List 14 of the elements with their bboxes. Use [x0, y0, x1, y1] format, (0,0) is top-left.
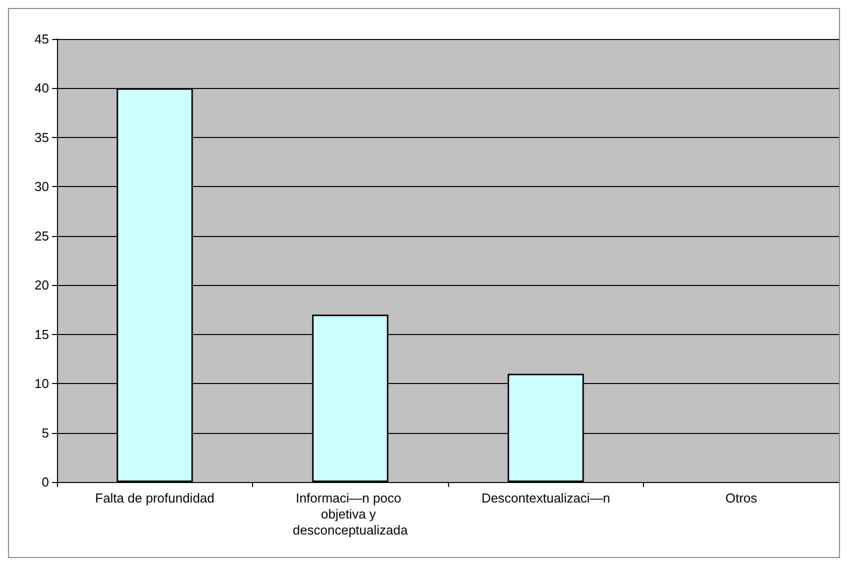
- y-tick-label: 15: [34, 326, 49, 342]
- y-tick-label: 20: [34, 278, 49, 293]
- y-tick-label: 25: [34, 228, 49, 244]
- x-tick-label: Otros: [725, 490, 758, 506]
- y-tick-label: 35: [34, 130, 49, 145]
- x-tick-label: Falta de profundidad: [95, 490, 214, 506]
- y-tick-label: 0: [42, 474, 49, 490]
- y-tick-label: 45: [34, 32, 49, 46]
- y-tick-label: 30: [34, 179, 49, 194]
- y-tick-label: 10: [34, 376, 49, 392]
- y-tick-label: 40: [34, 80, 49, 96]
- x-tick-label: Informaci—n poco objetiva y desconceptualizada: [292, 490, 408, 538]
- y-tick-label: 5: [42, 425, 49, 440]
- x-tick-label: Descontextualizaci—n: [481, 490, 610, 506]
